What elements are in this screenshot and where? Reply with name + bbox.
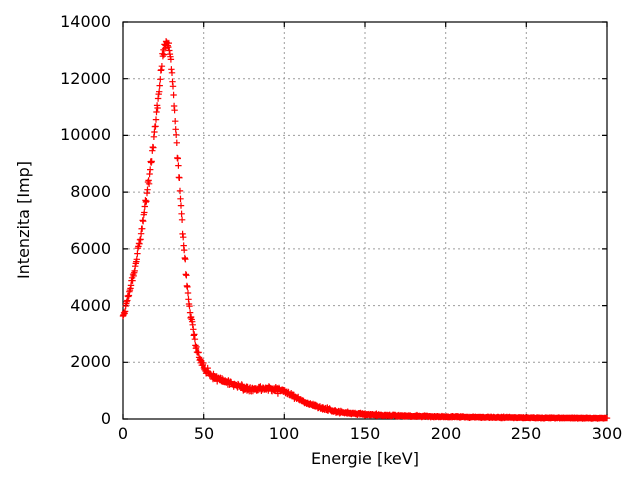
y-axis-title: Intenzita [Imp] bbox=[14, 160, 33, 280]
y-tick-label: 4000 bbox=[70, 296, 111, 315]
x-tick-label: 150 bbox=[349, 424, 381, 443]
y-tick-label: 12000 bbox=[60, 69, 111, 88]
x-tick-label: 0 bbox=[117, 424, 129, 443]
x-axis-title: Energie [keV] bbox=[311, 449, 419, 468]
grid-lines bbox=[123, 22, 607, 419]
y-tick-label: 0 bbox=[100, 409, 111, 428]
x-tick-label: 200 bbox=[430, 424, 462, 443]
x-tick-label: 50 bbox=[193, 424, 215, 443]
y-tick-label: 8000 bbox=[70, 182, 111, 201]
x-tick-label: 100 bbox=[268, 424, 300, 443]
y-tick-label: 2000 bbox=[70, 352, 111, 371]
y-tick-label: 14000 bbox=[60, 12, 111, 31]
x-tick-label: 250 bbox=[510, 424, 542, 443]
x-tick-label: 300 bbox=[591, 424, 623, 443]
y-tick-label: 10000 bbox=[60, 125, 111, 144]
data-points bbox=[119, 38, 611, 422]
y-tick-label: 6000 bbox=[70, 239, 111, 258]
axes-border bbox=[122, 21, 608, 420]
